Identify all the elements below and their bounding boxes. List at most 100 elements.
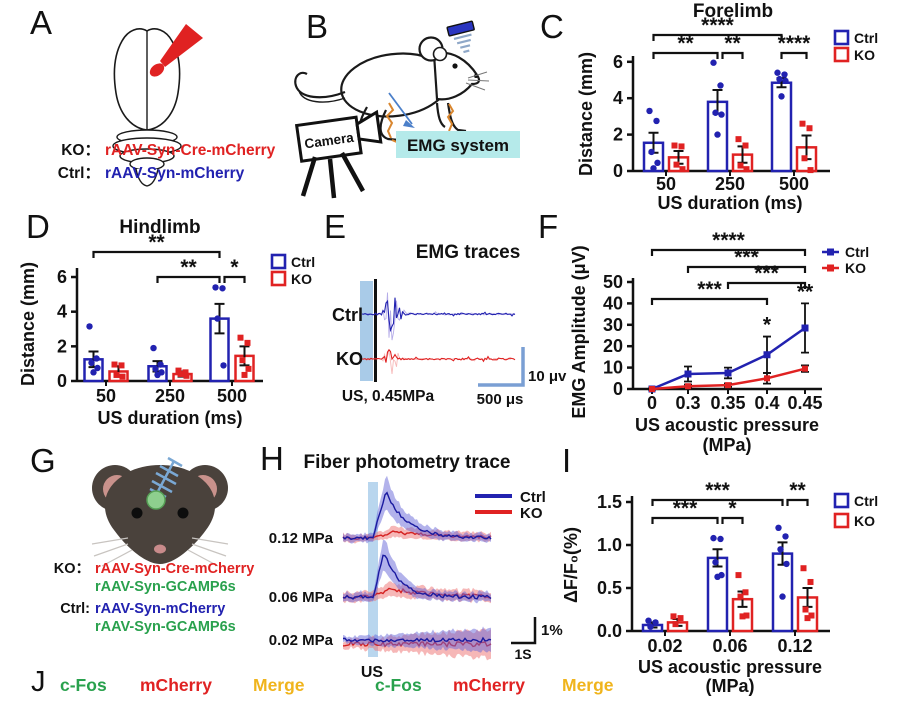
sig-bracket [652, 51, 719, 59]
legend-label: KO [845, 260, 866, 276]
panel-label-i: I [562, 442, 572, 479]
significance-stars: **** [778, 32, 812, 55]
ko-virus-label: rAAV-Syn-Cre-mCherry [105, 142, 276, 159]
sig-bracket [721, 516, 744, 524]
significance-stars: ** [797, 280, 814, 303]
y-tick-label: 40 [603, 293, 623, 313]
data-point [177, 371, 184, 378]
panel-e-title: EMG traces [416, 242, 521, 263]
mouse-front-leg [446, 102, 467, 133]
mouse-front-leg [435, 102, 446, 128]
trace-line [342, 636, 492, 643]
camera-lens [355, 109, 383, 144]
brainstem [135, 168, 159, 187]
x-tick-label: 500 [217, 386, 247, 406]
legend-label: Ctrl [845, 244, 869, 260]
ctrl-virus-label: rAAV-Syn-mCherry [95, 601, 226, 617]
emg-system-box [396, 131, 520, 158]
data-point [724, 369, 732, 377]
panel-label-e: E [324, 208, 347, 245]
data-point [182, 369, 189, 376]
emg-wire [446, 103, 455, 132]
panel-h-photometry: Fiber photometry trace 0.12 MPa 0.06 MPa 0.… [269, 452, 563, 681]
data-point [157, 361, 164, 368]
gcamp-virus-label: rAAV-Syn-GCAMP6s [95, 619, 236, 635]
scale-label-amplitude: 10 μv [528, 368, 567, 385]
data-point [241, 371, 248, 378]
y-tick-label: 6 [613, 52, 623, 72]
x-tick-label: 0.02 [647, 636, 682, 656]
data-point [807, 167, 814, 174]
y-axis-label: Distance (mm) [576, 52, 596, 176]
x-tick-label: 500 [779, 174, 809, 194]
camera-drawing: Camera [294, 109, 383, 163]
data-point [652, 619, 659, 626]
data-point [743, 612, 750, 619]
ctrl-prefix: Ctrl： [57, 165, 100, 182]
emg-wire [385, 102, 395, 139]
legend-label: KO [854, 47, 875, 63]
data-point [684, 370, 692, 378]
data-point [650, 165, 657, 172]
x-tick-label: 50 [656, 174, 676, 194]
panel-label-f: F [538, 208, 559, 245]
spacer [48, 580, 90, 596]
data-point [783, 560, 790, 568]
panel-g-mouse-head-drawing [91, 456, 229, 567]
sig-bracket [223, 275, 246, 283]
mouse-ear-inner [432, 46, 448, 62]
significance-stars: ** [180, 256, 197, 279]
scale-label-amplitude: 1% [541, 622, 563, 639]
significance-stars: **** [712, 229, 746, 252]
y-tick-label: 2 [613, 125, 623, 145]
trace-line [342, 554, 492, 600]
sig-bracket [721, 51, 744, 59]
data-point [737, 162, 744, 169]
sig-bracket [650, 297, 769, 305]
panel-label-h: H [260, 440, 284, 477]
data-point [735, 136, 742, 143]
legend-swatch [833, 46, 850, 63]
data-point [154, 371, 161, 379]
panel-label-a: A [30, 4, 53, 41]
emg-trace [361, 292, 516, 341]
data-point [647, 623, 654, 630]
data-point [214, 315, 221, 322]
y-axis-label: EMG Amplitude (μV) [569, 245, 589, 418]
mouse-hind-leg [379, 109, 400, 142]
mouse-eye [452, 63, 458, 69]
data-point [88, 359, 95, 367]
significance-stars: *** [705, 479, 730, 502]
ctrl-prefix: Ctrl: [60, 601, 90, 617]
camera-tripod [300, 151, 365, 199]
x-axis-label: US duration (ms) [97, 408, 242, 428]
data-point [183, 372, 190, 379]
significance-stars: * [763, 314, 772, 337]
legend-marker [827, 248, 834, 256]
data-point [90, 369, 97, 376]
x-axis-label: US acoustic pressure [635, 415, 819, 435]
data-point [763, 351, 771, 359]
data-point [219, 285, 226, 292]
data-point [653, 117, 660, 125]
mcherry-label: mCherry [140, 675, 212, 695]
panel-g-caption-gcamp2: rAAV-Syn-GCAMP6s [48, 619, 236, 636]
data-point [673, 161, 680, 168]
data-point [800, 565, 807, 572]
mouse-whiskers-left [91, 537, 133, 567]
us-stimulus-bar [368, 482, 378, 657]
data-point [244, 339, 251, 346]
data-point [776, 75, 783, 83]
data-point [220, 362, 227, 369]
data-point [679, 166, 686, 173]
panel-g-caption-ctrl: Ctrl: rAAV-Syn-mCherry [48, 601, 226, 618]
fiber-transducer [149, 456, 183, 499]
sig-bracket [786, 498, 809, 506]
cfos-label: c-Fos [60, 675, 107, 695]
data-point [710, 59, 717, 66]
x-tick-label: 250 [715, 174, 745, 194]
data-point [152, 365, 159, 373]
data-point [801, 324, 809, 332]
ko-prefix: KO： [53, 561, 90, 577]
